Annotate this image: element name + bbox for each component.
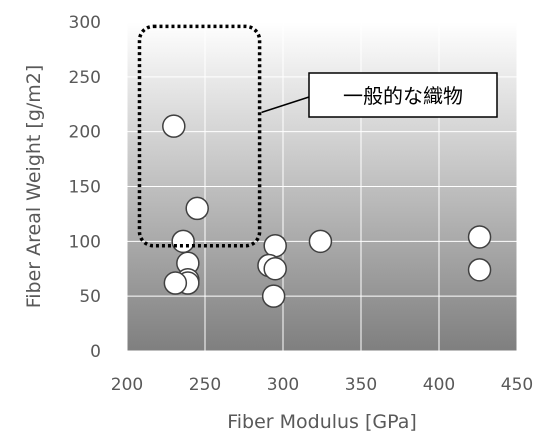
annotation-label-box — [308, 72, 498, 118]
y-tick-label: 300 — [69, 13, 101, 33]
x-tick-label: 200 — [111, 375, 143, 395]
annotation-label: 一般的な織物 — [343, 84, 463, 108]
y-tick-label: 200 — [69, 123, 101, 143]
x-axis-ticks: 200 250 300 350 400 450 — [111, 375, 533, 395]
x-tick-label: 450 — [501, 375, 533, 395]
annotation-leader — [261, 96, 310, 114]
x-tick-label: 400 — [423, 375, 455, 395]
data-point — [467, 225, 492, 249]
data-point — [263, 257, 287, 281]
data-point — [185, 196, 209, 221]
x-tick-label: 350 — [345, 375, 377, 395]
y-axis-title: Fiber Areal Weight [g/m2] — [23, 65, 45, 309]
annotation-group: 一般的な織物 — [137, 24, 498, 248]
data-point — [308, 229, 333, 254]
y-tick-label: 100 — [69, 232, 101, 252]
y-axis-ticks: 0 50 100 150 200 250 300 — [69, 13, 101, 362]
y-tick-label: 50 — [79, 287, 101, 307]
y-tick-label: 0 — [90, 342, 101, 362]
data-point — [162, 114, 186, 138]
annotation-box — [137, 24, 262, 248]
data-points — [162, 114, 492, 308]
data-point — [263, 233, 287, 258]
x-tick-label: 300 — [267, 375, 299, 395]
y-tick-label: 250 — [69, 68, 101, 88]
x-tick-label: 250 — [189, 375, 221, 395]
data-point — [163, 271, 188, 295]
data-point — [171, 229, 195, 254]
x-axis-title: Fiber Modulus [GPa] — [227, 411, 417, 433]
data-point — [467, 258, 492, 282]
data-point — [261, 284, 286, 308]
y-tick-label: 150 — [69, 178, 101, 198]
